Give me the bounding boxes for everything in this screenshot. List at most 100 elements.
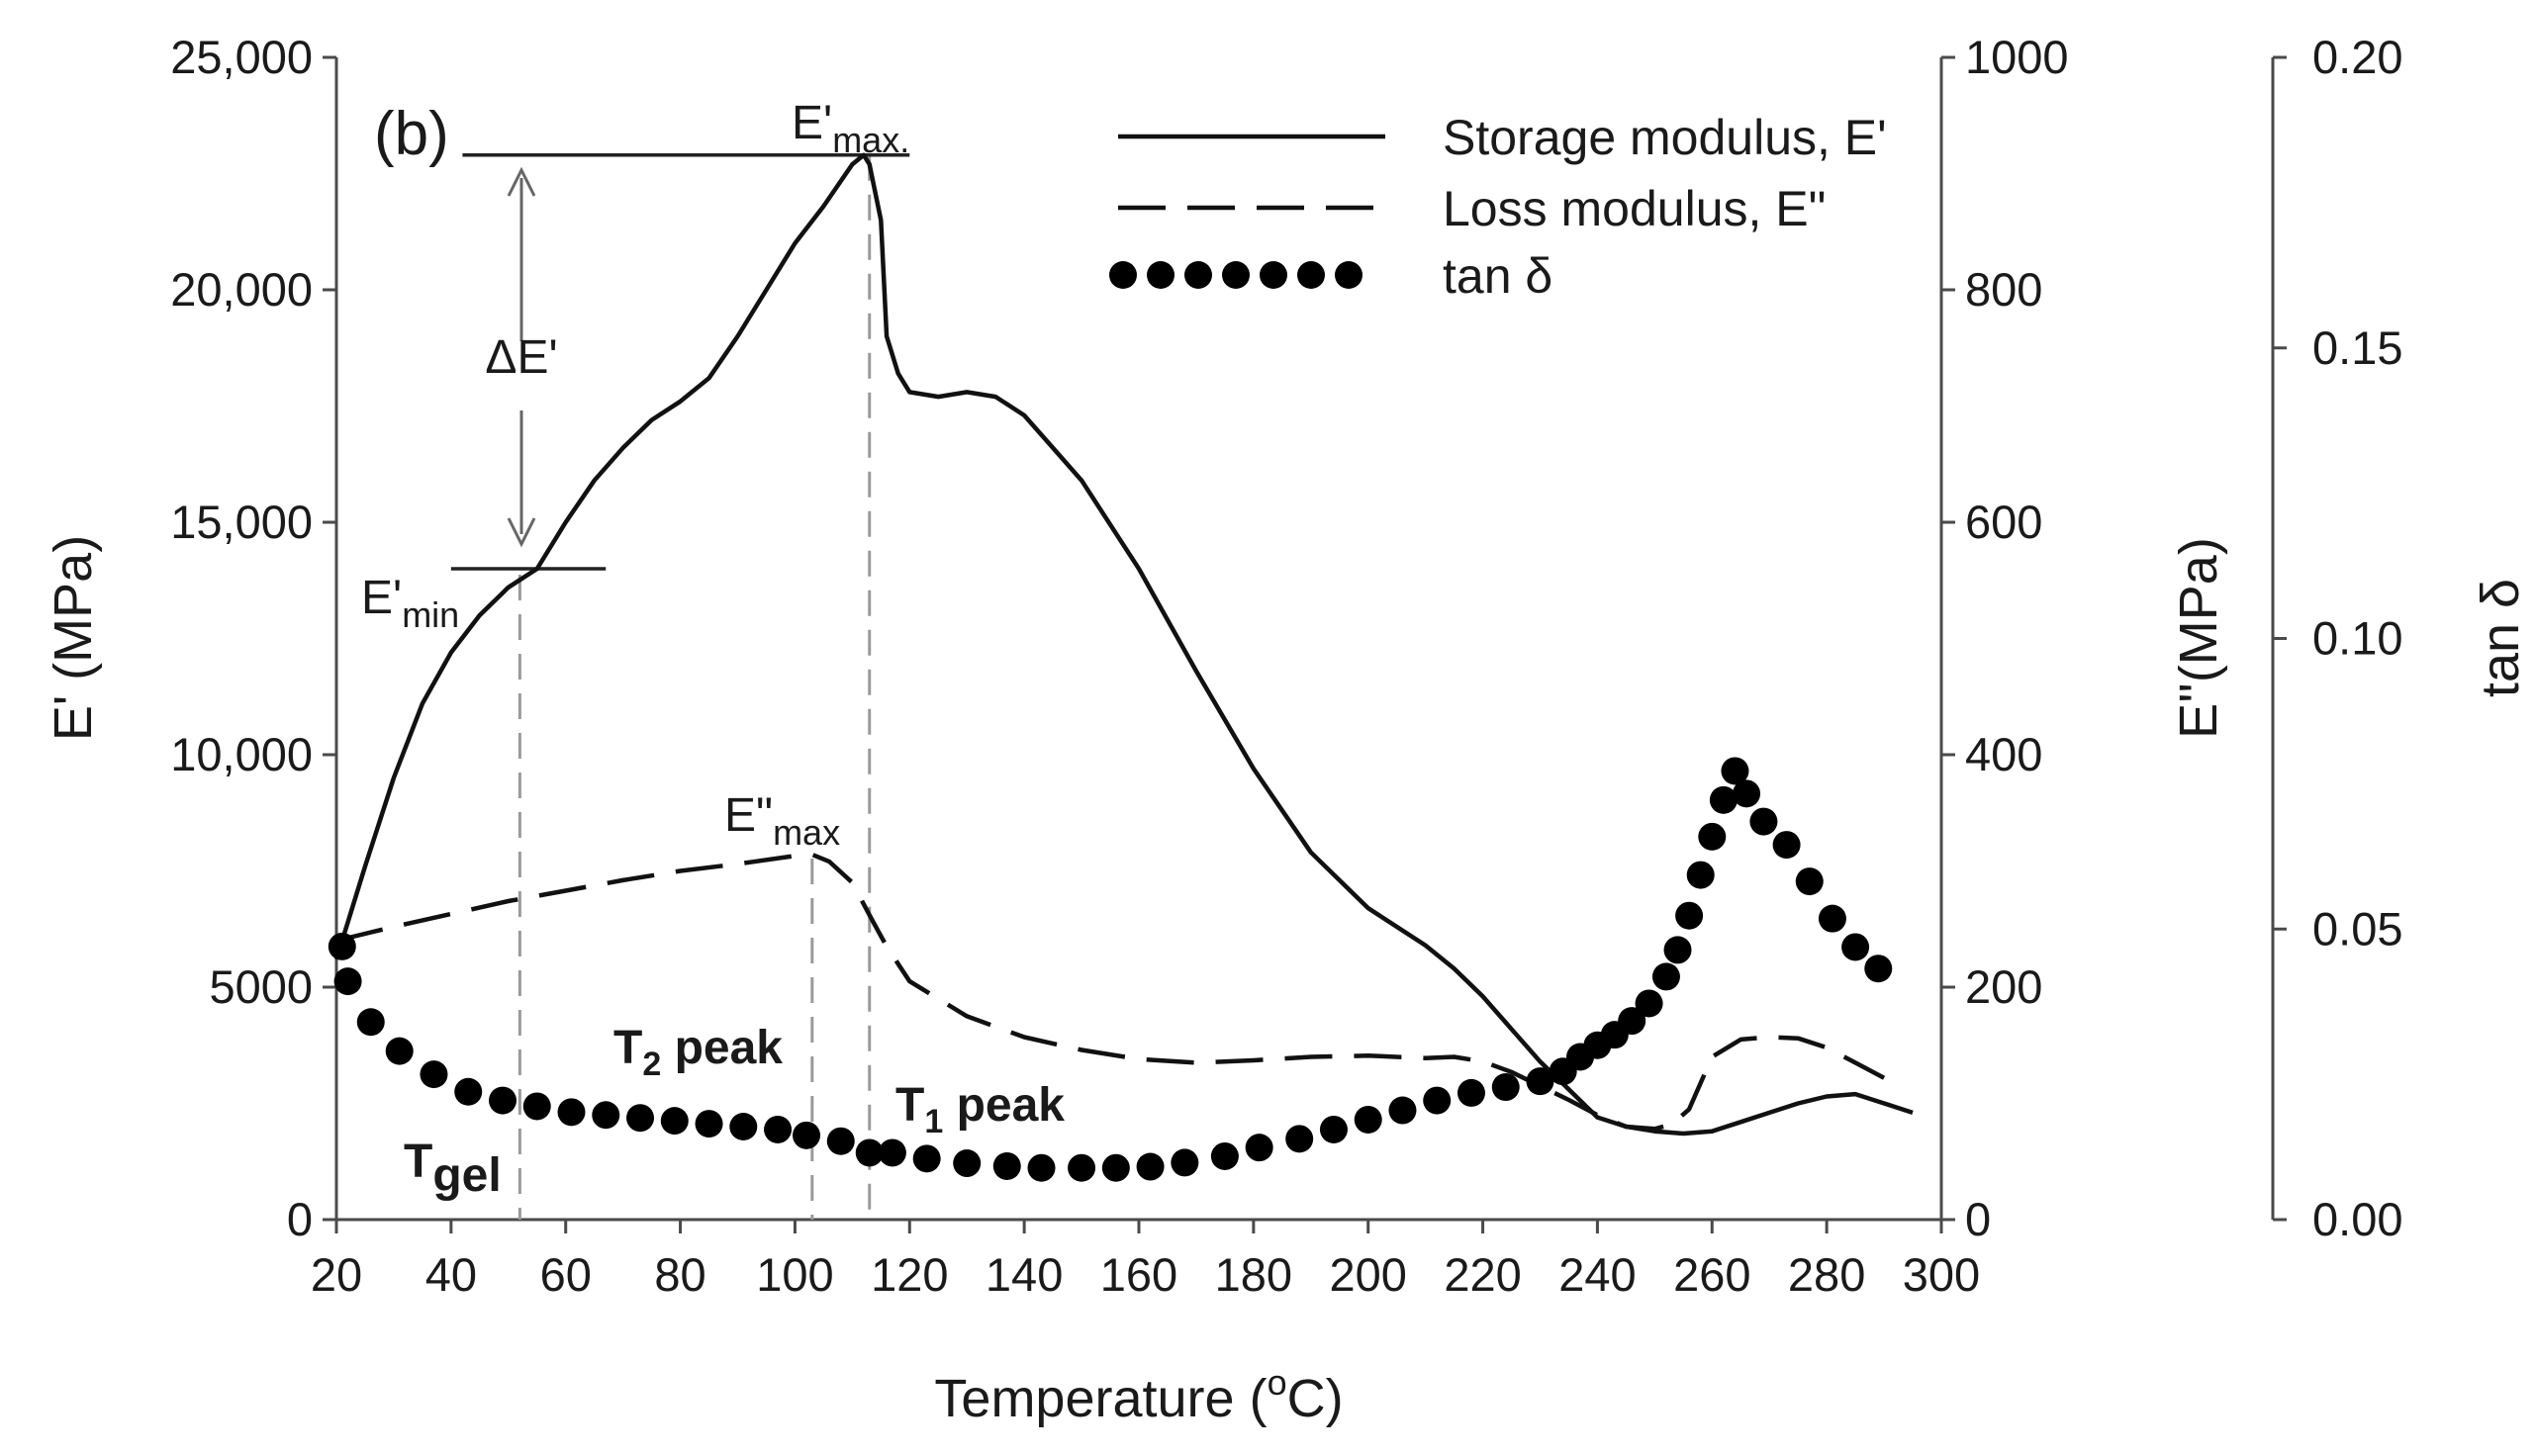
left-y-tick-label: 5000 — [209, 960, 313, 1013]
x-tick-label: 280 — [1788, 1248, 1865, 1301]
tan-delta-point — [1210, 1141, 1239, 1170]
tan-delta-point — [695, 1110, 723, 1138]
delta-e-label: ΔE' — [485, 331, 557, 384]
right-y-tick-label: 600 — [1965, 496, 2042, 548]
tan-delta-point — [793, 1121, 821, 1149]
tan-delta-point — [420, 1060, 448, 1089]
legend-label-tan-delta: tan δ — [1443, 248, 1552, 304]
x-tick-label: 80 — [654, 1248, 705, 1301]
loss-max-label: E"max — [724, 789, 840, 853]
tan-delta-point — [626, 1104, 655, 1133]
tan-delta-point — [385, 1037, 414, 1065]
tan-delta-point — [660, 1107, 689, 1136]
tan-delta-point — [1068, 1153, 1096, 1182]
left-y-tick-label: 10,000 — [170, 728, 313, 780]
x-tick-label: 300 — [1903, 1248, 1980, 1301]
tan-delta-point — [1686, 861, 1715, 889]
tan-delta-point — [454, 1077, 483, 1106]
panel-label: (b) — [374, 100, 449, 168]
x-tick-label: 140 — [986, 1248, 1063, 1301]
tan-delta-point — [912, 1144, 941, 1173]
x-tick-label: 120 — [871, 1248, 948, 1301]
far-right-y-tick-label: 0.10 — [2312, 612, 2402, 665]
tan-delta-point — [1795, 867, 1824, 896]
tan-delta-point — [855, 1138, 884, 1167]
tan-delta-point — [878, 1138, 906, 1167]
x-tick-label: 200 — [1330, 1248, 1407, 1301]
tan-delta-point — [1733, 779, 1761, 808]
far-right-y-tick-label: 0.20 — [2312, 31, 2402, 83]
tan-delta-point — [1285, 1125, 1314, 1153]
tan-delta-point — [1635, 989, 1663, 1018]
tan-delta-point — [328, 932, 356, 960]
tgel-label: Tgel — [404, 1136, 502, 1202]
tan-delta-point — [1526, 1067, 1554, 1096]
tan-delta-point — [1171, 1148, 1199, 1177]
legend: Storage modulus, E' Loss modulus, E" tan… — [1109, 110, 1887, 304]
legend-label-loss: Loss modulus, E" — [1443, 181, 1826, 236]
right-y-tick-label: 400 — [1965, 728, 2042, 780]
tan-delta-point — [826, 1127, 855, 1155]
tan-delta-point — [1841, 933, 1870, 961]
right-y-axis-title: E''(MPa) — [2169, 537, 2228, 739]
tan-delta-point — [1698, 822, 1727, 851]
e-min-label: E'min — [361, 572, 459, 635]
far-right-y-tick-label: 0.00 — [2312, 1193, 2402, 1245]
x-tick-label: 240 — [1558, 1248, 1636, 1301]
tan-delta-point — [1864, 955, 1893, 983]
x-ticks: 20 40 60 80 100 120 140 160 180 200 220 240 260 280 30… — [311, 1220, 1980, 1301]
x-tick-label: 40 — [425, 1248, 477, 1301]
tan-delta-point — [764, 1115, 793, 1143]
right-y-tick-label: 1000 — [1965, 31, 2069, 83]
tan-delta-point — [557, 1098, 586, 1127]
tan-delta-point — [1101, 1153, 1130, 1182]
tan-delta-point — [1651, 962, 1680, 991]
tan-delta-point — [1709, 785, 1738, 814]
tan-delta-point — [953, 1149, 982, 1178]
left-y-tick-label: 0 — [287, 1193, 313, 1245]
far-right-y-tick-label: 0.15 — [2312, 321, 2402, 374]
tan-delta-point — [488, 1086, 517, 1115]
t2-peak-label: T2 peak — [613, 1022, 783, 1083]
legend-swatch-tan-delta — [1109, 261, 1362, 289]
tan-delta-point — [1772, 831, 1801, 860]
x-axis-title: Temperature (oC) — [934, 1362, 1343, 1428]
x-tick-label: 100 — [756, 1248, 833, 1301]
tan-delta-point — [356, 1008, 385, 1037]
tan-delta-point — [1663, 936, 1692, 964]
tan-delta-point — [1354, 1105, 1382, 1134]
tan-delta-point — [1423, 1086, 1452, 1115]
legend-label-storage: Storage modulus, E' — [1443, 110, 1887, 165]
series-layer — [328, 152, 1914, 1182]
right-y-tick-label: 0 — [1965, 1193, 1991, 1245]
guide-lines — [450, 152, 910, 1220]
tan-delta-point — [592, 1101, 620, 1130]
t1-peak-label: T1 peak — [895, 1079, 1065, 1140]
x-tick-label: 20 — [311, 1248, 362, 1301]
left-y-tick-label: 15,000 — [170, 496, 313, 548]
e-max-label: E'max. — [792, 97, 909, 160]
delta-e-arrow — [507, 166, 536, 548]
tan-delta-point — [1618, 1007, 1646, 1036]
loss-modulus-line — [335, 852, 1886, 1132]
x-tick-label: 60 — [540, 1248, 592, 1301]
x-tick-label: 260 — [1673, 1248, 1750, 1301]
tan-delta-point — [333, 967, 362, 996]
x-tick-label: 160 — [1100, 1248, 1177, 1301]
storage-modulus-line — [333, 152, 1914, 1137]
left-y-tick-label: 25,000 — [170, 31, 313, 83]
tan-delta-series — [328, 757, 1893, 1182]
tan-delta-point — [992, 1151, 1021, 1180]
tan-delta-point — [522, 1092, 551, 1121]
tan-delta-point — [1027, 1153, 1056, 1182]
x-tick-label: 220 — [1444, 1248, 1521, 1301]
left-y-tick-label: 20,000 — [170, 263, 313, 316]
tan-delta-point — [1136, 1152, 1165, 1181]
tan-delta-point — [1491, 1073, 1520, 1102]
right-y-tick-label: 200 — [1965, 960, 2042, 1013]
right-y-tick-label: 800 — [1965, 263, 2042, 316]
tan-delta-point — [1319, 1115, 1348, 1143]
tan-delta-point — [1456, 1078, 1485, 1107]
tan-delta-point — [1749, 807, 1778, 836]
